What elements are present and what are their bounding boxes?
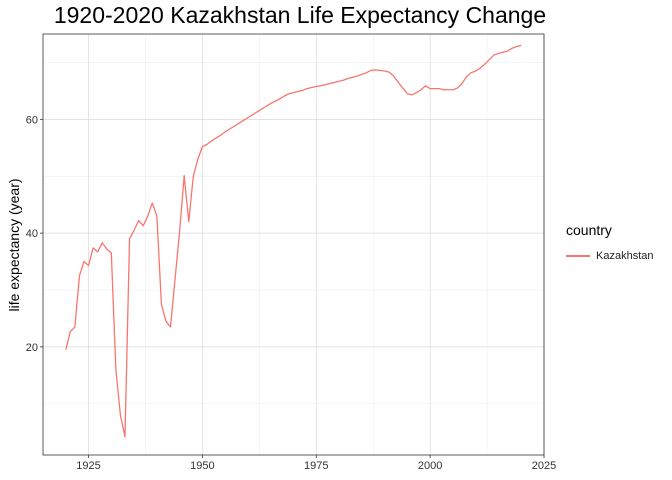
y-axis-ticks: 20 40 60 [26, 114, 43, 354]
x-tick-label: 2025 [532, 460, 556, 472]
y-tick-label: 60 [26, 114, 38, 126]
x-tick-label: 1975 [304, 460, 328, 472]
chart-title: 1920-2020 Kazakhstan Life Expectancy Cha… [53, 2, 547, 28]
x-tick-label: 2000 [418, 460, 442, 472]
legend-item: Kazakhstan [566, 250, 653, 262]
legend-title: country [566, 222, 612, 238]
legend-label: Kazakhstan [596, 250, 654, 262]
x-axis-ticks: 1925 1950 1975 2000 2025 [76, 455, 556, 472]
legend: country Kazakhstan [566, 222, 653, 262]
minor-gridlines [43, 34, 544, 455]
y-tick-label: 20 [26, 342, 38, 354]
major-gridlines [43, 34, 545, 455]
x-tick-label: 1925 [76, 460, 100, 472]
plot-panel-border [42, 33, 545, 456]
series-layer [65, 44, 522, 438]
legend-key-line [566, 255, 590, 257]
x-tick-label: 1950 [190, 460, 214, 472]
series-line-kazakhstan [65, 44, 522, 438]
y-tick-label: 40 [26, 228, 38, 240]
